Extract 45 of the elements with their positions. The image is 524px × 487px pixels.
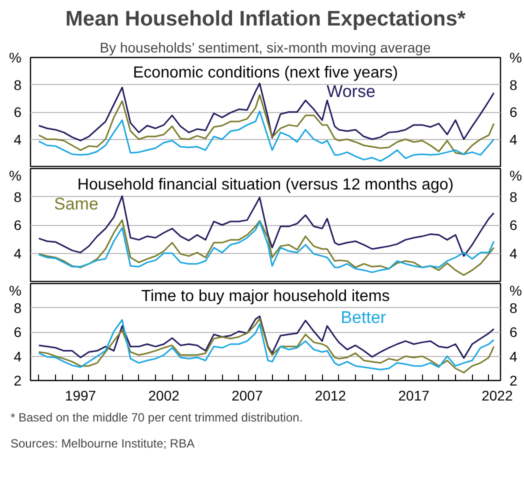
source-note: Sources: Melbourne Institute; RBA [10,436,195,450]
x-tick-label: 2017 [398,388,430,404]
y2-tick-label: 4 [510,348,518,364]
series-label: Same [54,194,98,214]
y-axis-title: % [9,50,22,66]
text: By households’ sentiment, six-month moving average [100,40,431,56]
y-tick-label: 2 [14,372,22,388]
y-tick-label: 4 [14,131,22,148]
y2-tick-label: 8 [510,300,518,316]
chart-title: Time to buy major household items [141,288,390,305]
x-tick-label: 2022 [482,388,513,404]
y2-tick-label: 6 [510,217,518,233]
line-series [38,82,495,142]
x-tick-label: 1997 [64,388,96,404]
y2-axis-title: % [510,50,522,66]
y-tick-label: 8 [14,188,22,205]
y-tick-label: 6 [14,217,22,233]
series-label: Worse [326,82,376,102]
y-tick-label: 4 [14,348,22,364]
y-tick-label: 6 [14,104,22,120]
y-tick-label: 8 [14,76,22,93]
y2-tick-label: 4 [510,131,518,148]
text: Mean Household Inflation Expectations* [65,8,466,30]
y2-axis-title: % [510,282,522,298]
y2-tick-label: 6 [510,104,518,120]
y2-tick-label: 6 [510,324,518,340]
y-axis-title: % [9,282,22,298]
y-axis-title: % [9,168,22,184]
y2-tick-label: 2 [510,372,518,388]
y-tick-label: 4 [14,245,22,262]
series-label: Better [340,308,386,328]
line-series [38,110,495,162]
chart-title: Economic conditions (next five years) [133,64,398,82]
y-tick-label: 8 [14,300,22,316]
x-tick-label: 2012 [314,388,346,404]
text: * Based on the middle 70 per cent trimmed distribution. [10,410,303,424]
x-tick-label: 2002 [148,388,180,404]
y2-tick-label: 8 [510,188,518,205]
y-tick-label: 6 [14,324,22,340]
y2-axis-title: % [510,168,522,184]
x-tick-label: 2007 [232,388,263,404]
y2-tick-label: 4 [510,245,518,262]
line-series [38,195,495,257]
y2-tick-label: 8 [510,76,518,93]
text: Household financial situation (versus 12 months ago) [77,176,454,194]
